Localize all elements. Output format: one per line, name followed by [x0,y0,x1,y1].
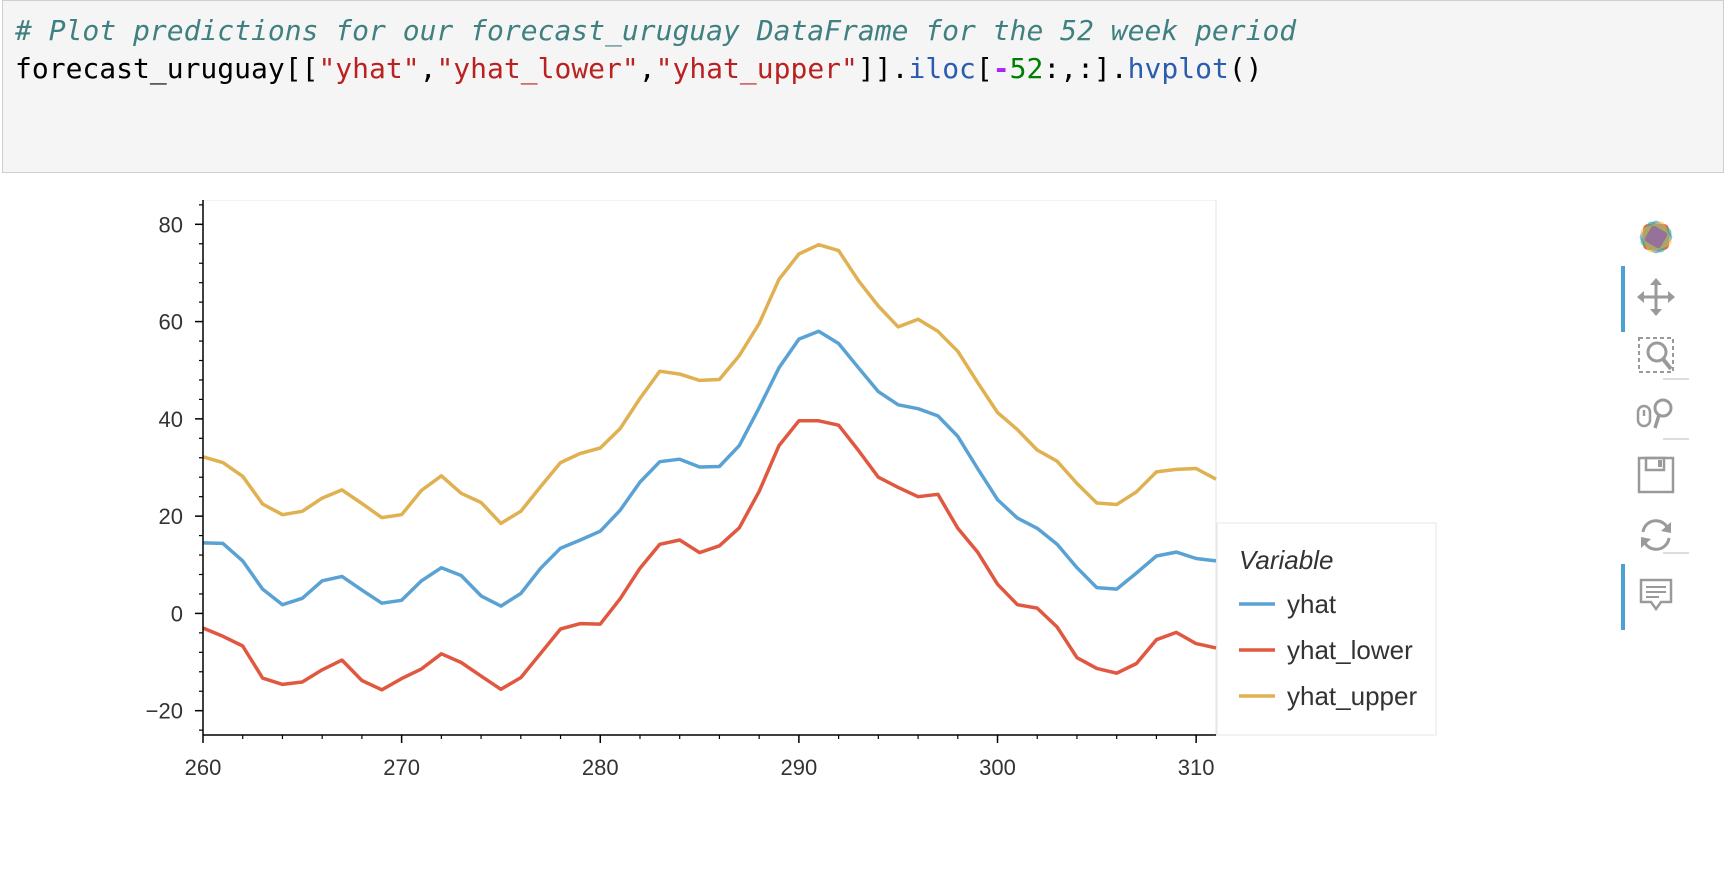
y-tick-label: 0 [171,601,183,626]
pan-tool[interactable] [1620,266,1690,332]
x-tick-label: 280 [582,755,619,780]
x-tick-label: 260 [185,755,222,780]
code-token-comma: , [419,52,437,85]
code-token-bracket: [ [975,52,993,85]
code-cell[interactable]: # Plot predictions for our forecast_urug… [2,0,1724,173]
active-indicator [1621,266,1625,332]
y-tick-label: 60 [159,310,183,335]
x-tick-label: 270 [383,755,420,780]
code-token-paren: () [1228,52,1263,85]
legend[interactable]: Variable yhat yhat_lower yhat_upper [1216,522,1437,736]
y-tick-label: −20 [146,699,183,724]
wheel-zoom-tool[interactable] [1620,390,1690,440]
box-zoom-tool[interactable] [1620,330,1690,380]
save-tool[interactable] [1620,450,1690,500]
code-token-operator: - [992,52,1010,85]
code-token-comma: , [638,52,656,85]
hover-tool[interactable] [1620,564,1690,630]
code-token-string: "yhat_upper" [655,52,858,85]
code-comment: # Plot predictions for our forecast_urug… [15,14,1297,47]
code-comment-line: # Plot predictions for our forecast_urug… [15,13,1296,49]
y-tick-label: 20 [159,504,183,529]
x-tick-label: 290 [781,755,818,780]
line-chart[interactable]: −20 0 20 40 60 80 260 270 280 290 300 310 Variable y… [0,200,1600,880]
legend-label-yhat_upper[interactable]: yhat_upper [1287,681,1417,711]
y-tick-label: 80 [159,212,183,237]
pan-icon [1637,278,1675,316]
x-tick-label: 310 [1178,755,1215,780]
y-tick-label: 40 [159,407,183,432]
active-indicator [1621,564,1625,630]
legend-label-yhat[interactable]: yhat [1287,589,1337,619]
box-zoom-icon [1638,337,1674,373]
reset-icon [1641,519,1671,551]
code-token-bracket: ]]. [857,52,909,85]
axes-layer: −20 0 20 40 60 80 260 270 280 290 300 310 [146,200,1216,780]
bokeh-logo-icon[interactable] [1620,212,1690,262]
wheel-zoom-icon [1636,398,1673,429]
series-line-yhat [202,329,1217,608]
code-token-slice: :,:]. [1043,52,1128,85]
legend-label-yhat_lower[interactable]: yhat_lower [1287,635,1413,665]
code-token-string: "yhat" [318,52,420,85]
save-icon [1637,456,1675,494]
legend-box [1216,522,1437,736]
toolbar-separator [1663,552,1689,554]
code-token-number: 52 [1009,52,1044,85]
code-token-method: hvplot [1127,52,1229,85]
x-tick-label: 300 [979,755,1016,780]
code-token-bracket: [[ [284,52,319,85]
code-token-variable: forecast_uruguay [15,52,285,85]
toolbar-separator [1663,378,1689,380]
code-statement-line: forecast_uruguay[["yhat","yhat_lower","y… [15,51,1263,87]
reset-tool[interactable] [1620,510,1690,560]
code-token-string: "yhat_lower" [436,52,639,85]
toolbar-separator [1663,438,1689,440]
code-token-method: iloc [908,52,976,85]
legend-title: Variable [1239,545,1333,575]
hover-icon [1639,578,1673,612]
series-line-yhat_lower [202,419,1217,692]
series-line-yhat_upper [202,242,1217,526]
series-layer [202,242,1217,692]
